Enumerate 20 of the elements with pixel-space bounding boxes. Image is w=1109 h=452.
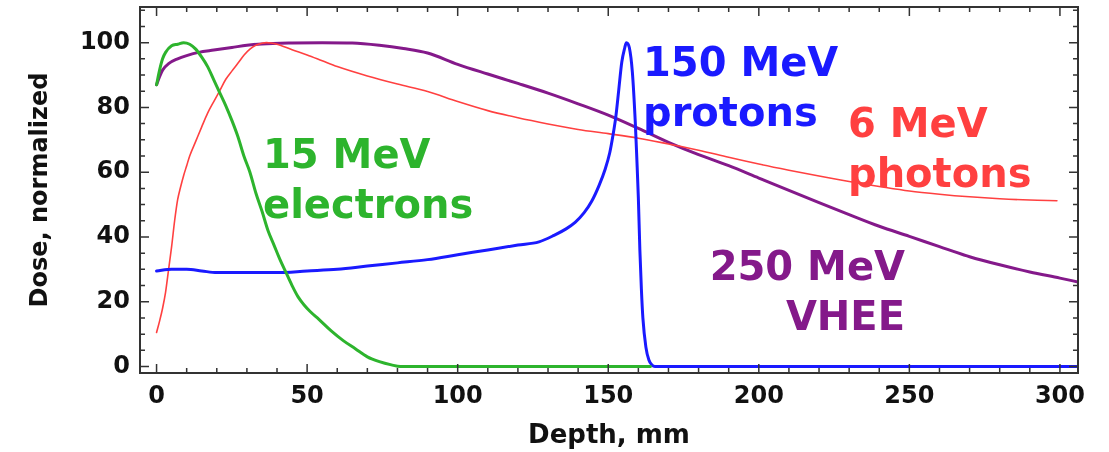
x-tick-label: 150 (583, 380, 634, 409)
series-label: 6 MeV photons (848, 100, 1032, 196)
x-tick-label: 0 (148, 380, 165, 409)
x-tick-label: 300 (1034, 380, 1085, 409)
y-tick-label: 20 (96, 285, 130, 314)
x-tick-label: 100 (432, 380, 483, 409)
y-tick-label: 100 (79, 26, 130, 55)
series-label: 15 MeV electrons (263, 131, 474, 227)
series-label: 150 MeV protons (643, 39, 839, 135)
x-tick-label: 250 (884, 380, 935, 409)
y-tick-label: 0 (113, 350, 130, 379)
x-tick-label: 50 (290, 380, 324, 409)
line-series (155, 41, 1078, 284)
y-tick-label: 40 (96, 221, 130, 250)
y-tick-label: 60 (96, 156, 130, 185)
y-tick-label: 80 (96, 91, 130, 120)
x-tick-label: 200 (733, 380, 784, 409)
series-label: 250 MeV VHEE (709, 243, 906, 339)
x-axis-title: Depth, mm (528, 419, 690, 450)
y-axis-title: Dose, normalized (24, 72, 53, 308)
